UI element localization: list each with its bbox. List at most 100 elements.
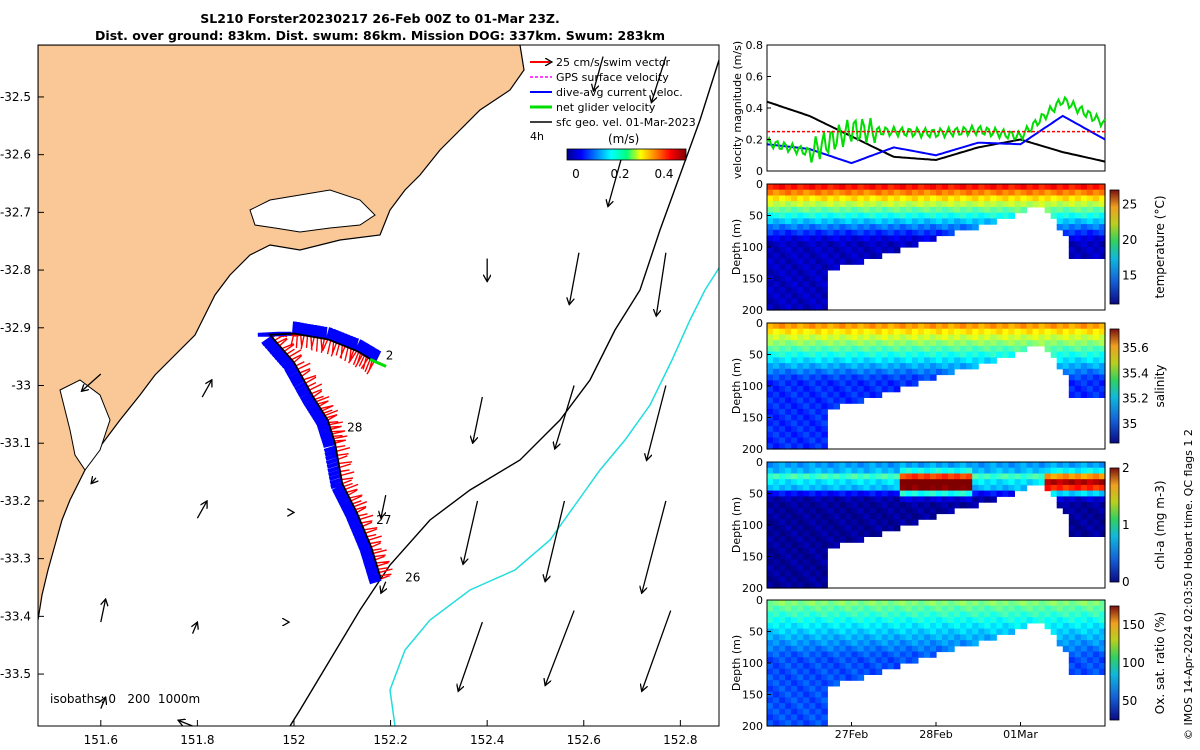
section-cell [815, 437, 822, 444]
section-cell [1080, 513, 1088, 520]
section-cell [1099, 363, 1106, 370]
section-cell [1080, 323, 1088, 330]
section-cell [1008, 206, 1015, 214]
section-cell [881, 212, 889, 219]
section-cell [1086, 490, 1094, 497]
section-cell [893, 645, 901, 653]
section-cell [875, 195, 883, 202]
section-cell [809, 685, 816, 693]
section-cell [779, 605, 786, 612]
section-cell [857, 241, 865, 248]
section-cell [875, 252, 883, 259]
section-cell [767, 374, 774, 381]
section-cell [785, 720, 792, 727]
section-cell [773, 397, 780, 404]
section-cell [809, 380, 816, 387]
section-cell [869, 490, 877, 497]
section-ytick-label: 100 [742, 657, 763, 670]
section-cell [863, 496, 871, 503]
section-cell [1032, 195, 1040, 202]
section-cell [984, 206, 991, 214]
section-cell [785, 437, 792, 444]
section-cell [1086, 657, 1094, 664]
section-cell [942, 218, 949, 225]
section-cell [863, 640, 871, 647]
section-cell [899, 334, 907, 341]
section-cell [803, 334, 810, 341]
section-cell [881, 374, 889, 381]
section-cell [815, 374, 822, 381]
section-cell [911, 334, 919, 341]
section-cell [1026, 617, 1034, 624]
section-cell [1099, 224, 1106, 231]
colorbar-unit: (m/s) [608, 132, 639, 146]
section-cell [954, 467, 961, 474]
section-ytick-label: 200 [742, 304, 763, 317]
section-cell [851, 611, 859, 618]
section-cell [803, 685, 810, 693]
section-cell [863, 374, 871, 381]
section-cell [815, 697, 822, 704]
section-cell [791, 229, 798, 237]
section-cell [827, 345, 834, 353]
section-cell [833, 334, 840, 341]
section-cell [899, 611, 907, 618]
section-cell [1062, 600, 1070, 607]
section-cell [791, 600, 798, 607]
section-cell [1044, 605, 1052, 612]
section-cell [875, 229, 883, 237]
section-cell [869, 189, 877, 196]
section-cell [1080, 467, 1088, 474]
section-cell [809, 559, 816, 566]
section-cell [797, 357, 804, 364]
section-cell [948, 484, 955, 492]
section-cell [779, 484, 786, 492]
section-cell [1014, 611, 1022, 618]
section-cell [1068, 657, 1076, 664]
section-cell [1080, 334, 1088, 341]
section-cell [1099, 513, 1106, 520]
section-cell [881, 467, 889, 474]
section-cell [990, 201, 997, 208]
section-cell [948, 640, 955, 647]
section-cell [791, 224, 798, 231]
section-cell [984, 496, 991, 503]
section-cell [797, 304, 804, 311]
section-cell [881, 201, 889, 208]
velocity-ylabel: velocity magnitude (m/s) [731, 41, 744, 179]
section-cell [881, 247, 889, 254]
section-cell [1002, 212, 1009, 219]
section-cell [917, 484, 925, 492]
section-cell [917, 189, 925, 196]
section-cell [815, 680, 822, 687]
section-cell [821, 651, 828, 658]
section-cell [1044, 323, 1052, 330]
section-cell [996, 323, 1003, 330]
section-cell [779, 420, 786, 427]
section-cell [1099, 502, 1106, 509]
section-cell [1080, 235, 1088, 242]
section-cell [851, 484, 859, 492]
section-cell [905, 340, 913, 347]
section-cell [767, 565, 774, 572]
section-cell [791, 473, 798, 480]
section-cell [911, 617, 919, 624]
section-cell [948, 229, 955, 237]
section-cell [930, 334, 937, 341]
section-cell [905, 229, 913, 237]
section-cell [881, 628, 889, 635]
section-cell [791, 420, 798, 427]
section-cell [948, 212, 955, 219]
section-cell [815, 657, 822, 664]
section-cell [893, 611, 901, 618]
section-cell [821, 391, 828, 398]
section-cell [773, 275, 780, 282]
section-cell [857, 247, 865, 254]
section-cell [948, 363, 955, 370]
sfc-geo-vel-arrow [651, 56, 667, 103]
section-cell [917, 340, 925, 347]
section-cell [815, 414, 822, 421]
section-cell [893, 628, 901, 635]
section-cell [821, 189, 828, 196]
section-cell [1050, 201, 1058, 208]
